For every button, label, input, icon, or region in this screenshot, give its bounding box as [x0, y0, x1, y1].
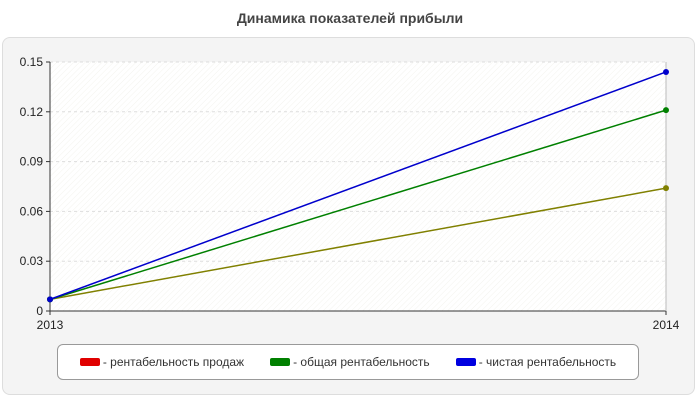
x-tick-label-0: 2013 [37, 318, 64, 332]
legend: - рентабельность продаж - общая рентабел… [57, 344, 639, 380]
x-tick-label-1: 2014 [653, 318, 680, 332]
legend-swatch-sales-profitability [79, 358, 100, 366]
series-1-point-1 [663, 107, 669, 114]
legend-label-net-profitability: - чистая рентабельность [478, 355, 617, 369]
series-line-0 [49, 187, 667, 301]
y-tick-label-0: 0 [36, 304, 43, 318]
series-0-point-1 [663, 185, 669, 192]
y-tick-label-1: 0.03 [20, 254, 44, 268]
series-2-point-1 [663, 68, 669, 75]
legend-label-total-profitability: - общая рентабельность [293, 355, 430, 369]
y-tick-label-5: 0.15 [20, 55, 44, 69]
legend-item-sales-profitability[interactable]: - рентабельность продаж [79, 355, 245, 369]
y-tick-label-3: 0.09 [20, 155, 44, 169]
legend-label-sales-profitability: - рентабельность продаж [102, 355, 245, 369]
y-tick-label-4: 0.12 [20, 105, 44, 119]
series-2-point-0 [47, 296, 53, 303]
series-line-2 [49, 71, 667, 301]
legend-swatch-net-profitability [455, 358, 476, 366]
chart-title: Динамика показателей прибыли [236, 10, 464, 26]
legend-swatch-total-profitability [270, 358, 291, 366]
legend-item-net-profitability[interactable]: - чистая рентабельность [455, 355, 617, 369]
series-line-1 [49, 109, 667, 301]
legend-item-total-profitability[interactable]: - общая рентабельность [270, 355, 430, 369]
plot-background [50, 62, 666, 311]
y-tick-label-2: 0.06 [20, 204, 44, 218]
